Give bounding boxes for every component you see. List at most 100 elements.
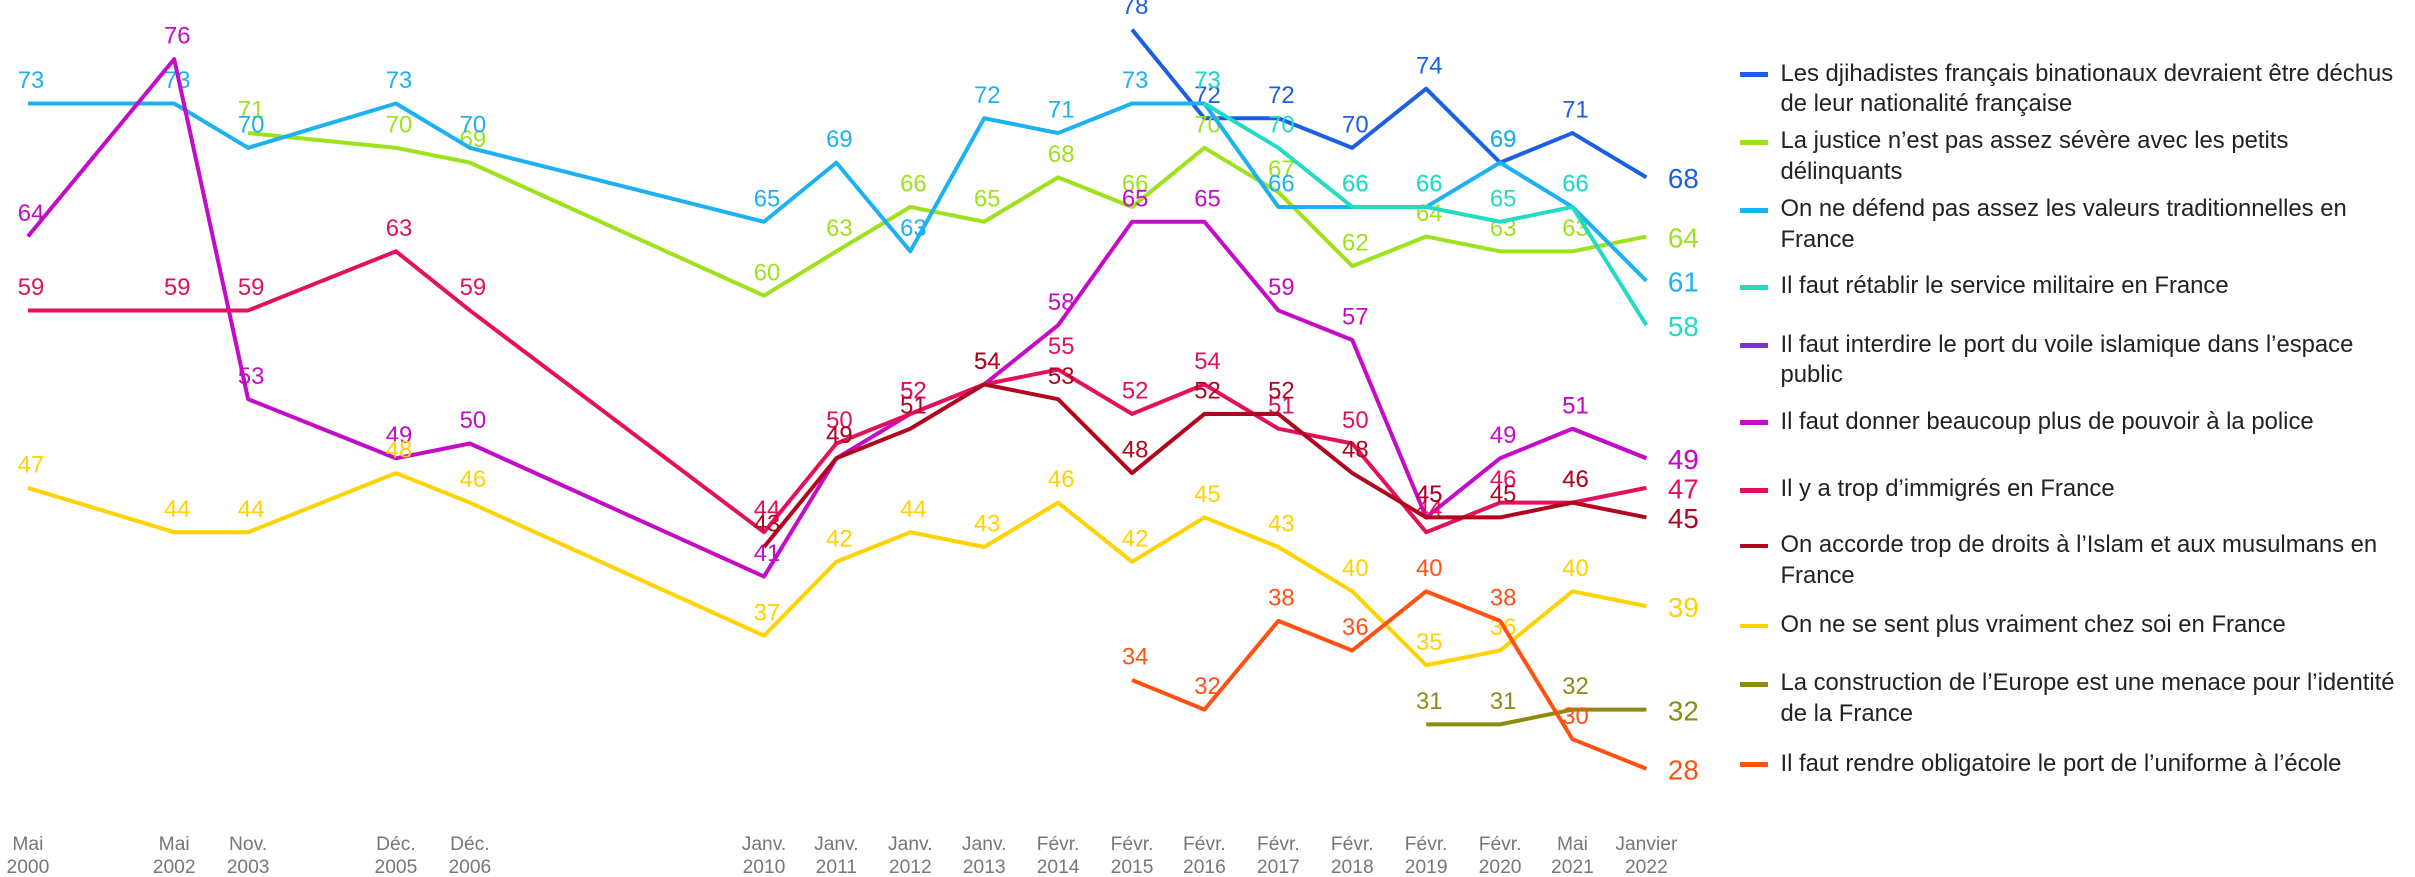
data-label: 54 <box>974 348 1001 375</box>
data-label: 44 <box>900 496 927 523</box>
data-label: 52 <box>1268 378 1295 405</box>
series-line <box>27 471 1647 668</box>
x-tick-label: Févr. 2018 <box>1331 834 1374 877</box>
data-label: 51 <box>900 392 927 419</box>
legend-swatch <box>1740 140 1769 145</box>
legend-swatch <box>1740 343 1769 349</box>
data-label: 30 <box>1562 703 1589 730</box>
data-label: 51 <box>1562 392 1589 419</box>
data-label: 64 <box>18 200 45 227</box>
data-label: 68 <box>1668 163 1699 194</box>
legend-label: Les djihadistes français binationaux dev… <box>1780 59 2394 118</box>
data-label: 54 <box>974 348 1001 375</box>
x-tick-label: Févr. 2020 <box>1479 834 1522 877</box>
data-label: 78 <box>1122 0 1149 20</box>
x-tick-label: Mai 2000 <box>7 834 50 877</box>
data-label: 49 <box>1490 422 1517 449</box>
data-label: 59 <box>18 274 45 301</box>
data-label: 55 <box>1048 333 1075 360</box>
series-line <box>26 57 1648 579</box>
data-label: 44 <box>164 496 191 523</box>
data-label: 46 <box>460 466 487 493</box>
data-label: 50 <box>1342 407 1369 434</box>
legend-label: On accorde trop de droits à l’Islam et a… <box>1780 530 2378 589</box>
data-label: 47 <box>1668 474 1699 505</box>
data-label: 45 <box>1490 481 1517 508</box>
data-label: 28 <box>1668 755 1699 786</box>
data-label: 59 <box>164 274 191 301</box>
data-label: 54 <box>1194 348 1221 375</box>
x-tick-label: Mai 2021 <box>1551 834 1594 877</box>
data-label: 40 <box>1562 555 1589 582</box>
legend-label: Il faut donner beaucoup plus de pouvoir … <box>1780 407 2314 435</box>
data-label: 70 <box>386 111 413 138</box>
x-tick-label: Janv. 2011 <box>814 834 859 877</box>
legend-swatch <box>1740 762 1769 767</box>
series-line <box>1131 589 1648 771</box>
data-label: 61 <box>1668 267 1699 298</box>
series-line <box>1426 707 1647 727</box>
data-label: 71 <box>238 97 265 124</box>
x-tick-label: Févr. 2017 <box>1257 834 1300 877</box>
data-label: 66 <box>1562 171 1589 198</box>
data-label: 59 <box>238 274 265 301</box>
data-label: 44 <box>238 496 265 523</box>
data-label: 72 <box>974 82 1001 109</box>
data-label: 76 <box>164 23 191 50</box>
legend-swatch <box>1740 682 1769 687</box>
legend-swatch <box>1740 420 1769 426</box>
data-label: 60 <box>754 259 781 286</box>
x-tick-label: Févr. 2016 <box>1183 834 1226 877</box>
data-label: 59 <box>1268 274 1295 301</box>
data-label: 45 <box>1416 481 1443 508</box>
data-label: 48 <box>386 437 413 464</box>
data-label: 47 <box>18 451 45 478</box>
data-label: 73 <box>386 67 413 94</box>
data-label: 43 <box>974 511 1001 538</box>
legend-swatch <box>1740 488 1769 493</box>
legend-label: La construction de l’Europe est une mena… <box>1780 669 2395 728</box>
legend-swatch <box>1740 284 1769 290</box>
data-label: 52 <box>1122 378 1149 405</box>
data-label: 66 <box>1268 171 1295 198</box>
data-label: 52 <box>900 378 927 405</box>
data-label: 38 <box>1490 585 1517 612</box>
data-label: 73 <box>1194 67 1221 94</box>
data-label: 37 <box>754 599 781 626</box>
x-tick-label: Janv. 2013 <box>962 834 1007 877</box>
data-label: 58 <box>1048 289 1075 316</box>
data-label: 35 <box>1416 629 1443 656</box>
data-label: 70 <box>1342 111 1369 138</box>
data-label: 45 <box>1416 481 1443 508</box>
data-label: 48 <box>1342 437 1369 464</box>
data-label: 68 <box>1048 141 1075 168</box>
data-label: 66 <box>1416 171 1443 198</box>
data-label: 46 <box>1562 466 1589 493</box>
series-line <box>27 249 1647 535</box>
data-label: 38 <box>1268 585 1295 612</box>
data-label: 73 <box>1194 67 1221 94</box>
data-label: 31 <box>1490 688 1517 715</box>
legend-label: Il faut rétablir le service militaire en… <box>1780 272 2229 300</box>
data-label: 63 <box>386 215 413 242</box>
x-tick-label: Janvier 2022 <box>1615 834 1678 877</box>
data-label: 58 <box>1668 311 1699 342</box>
data-label: 48 <box>1122 437 1149 464</box>
data-label: 32 <box>1668 695 1699 726</box>
data-label: 52 <box>1194 378 1221 405</box>
legend-swatch <box>1740 72 1769 77</box>
data-label: 34 <box>1122 644 1149 671</box>
data-label: 39 <box>1668 592 1699 623</box>
series-line <box>762 382 1647 549</box>
data-label: 66 <box>900 171 927 198</box>
x-tick-label: Déc. 2005 <box>375 834 418 877</box>
data-label: 69 <box>826 126 853 153</box>
data-label: 64 <box>1668 222 1699 253</box>
data-label: 46 <box>1048 466 1075 493</box>
data-label: 51 <box>1562 392 1589 419</box>
legend-label: On ne se sent plus vraiment chez soi en … <box>1780 610 2286 638</box>
data-label: 42 <box>1122 525 1149 552</box>
data-label: 31 <box>1416 688 1443 715</box>
